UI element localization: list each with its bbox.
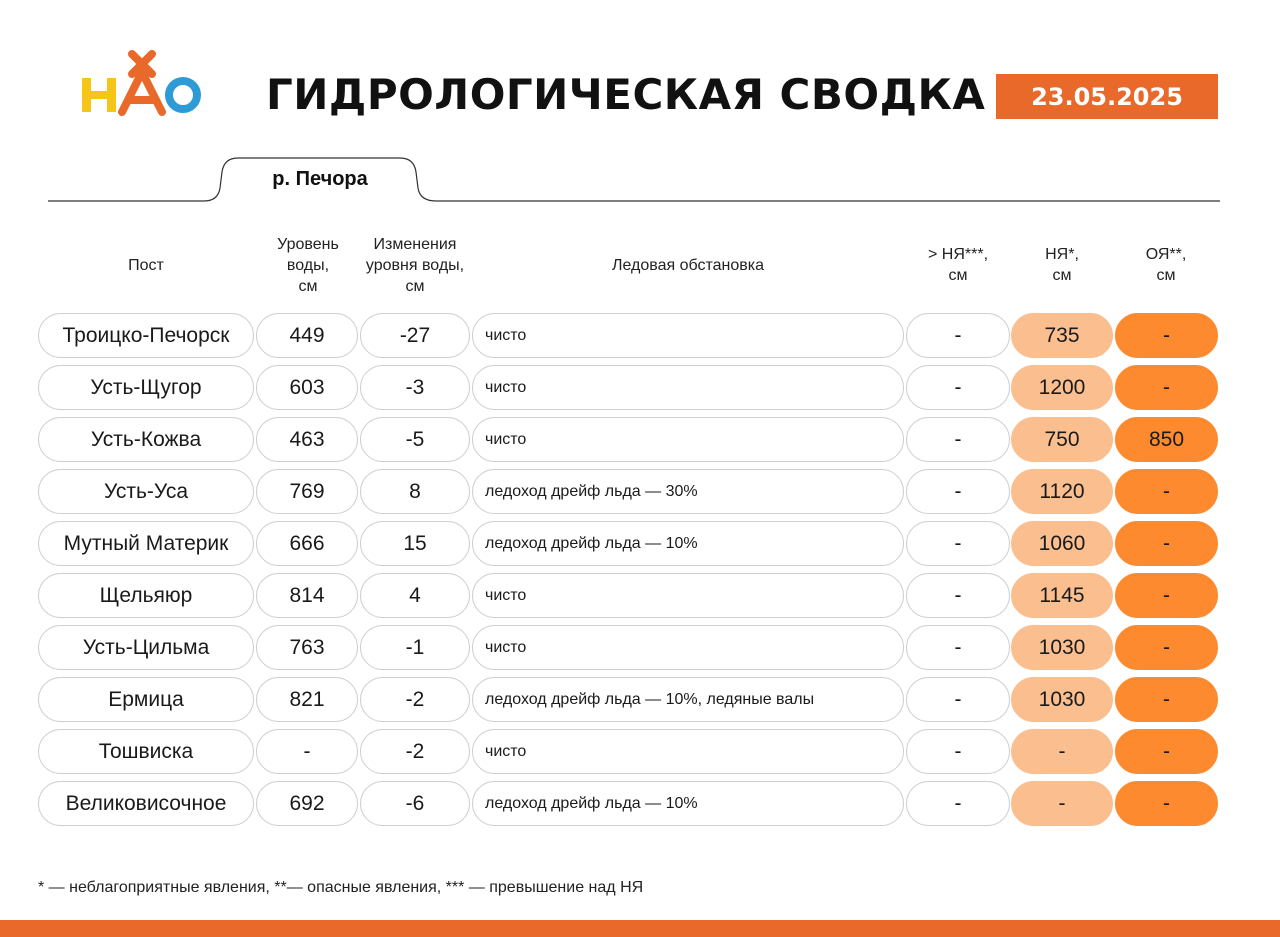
cell-level: - <box>256 729 358 774</box>
cell-change: 15 <box>360 521 470 566</box>
cell-over-ny: - <box>906 469 1010 514</box>
cell-over-ny: - <box>906 365 1010 410</box>
cell-post: Усть-Щугор <box>38 365 254 410</box>
cell-over-ny: - <box>906 417 1010 462</box>
cell-ny: 750 <box>1011 417 1113 462</box>
cell-over-ny: - <box>906 625 1010 670</box>
header-change: Изменения уровня воды, см <box>365 236 465 295</box>
cell-post: Ермица <box>38 677 254 722</box>
cell-post: Тошвиска <box>38 729 254 774</box>
cell-ny: 1030 <box>1011 677 1113 722</box>
cell-post: Усть-Уса <box>38 469 254 514</box>
cell-ny: 1120 <box>1011 469 1113 514</box>
cell-oy: 850 <box>1115 417 1218 462</box>
logo-letter-n <box>82 78 116 112</box>
cell-over-ny: - <box>906 521 1010 566</box>
cell-level: 666 <box>256 521 358 566</box>
cell-ny: 1200 <box>1011 365 1113 410</box>
cell-oy: - <box>1115 625 1218 670</box>
cell-over-ny: - <box>906 677 1010 722</box>
cell-ice: чисто <box>472 313 904 358</box>
cell-ny: - <box>1011 729 1113 774</box>
logo-letter-o <box>165 77 201 113</box>
cell-change: -2 <box>360 677 470 722</box>
nao-logo <box>82 50 201 116</box>
cell-ice: чисто <box>472 625 904 670</box>
cell-oy: - <box>1115 365 1218 410</box>
cell-over-ny: - <box>906 781 1010 826</box>
cell-change: -1 <box>360 625 470 670</box>
cell-ice: ледоход дрейф льда — 30% <box>472 469 904 514</box>
cell-oy: - <box>1115 781 1218 826</box>
cell-level: 769 <box>256 469 358 514</box>
bottom-accent-bar <box>0 920 1280 937</box>
header-oy: ОЯ**, см <box>1145 246 1187 284</box>
cell-oy: - <box>1115 469 1218 514</box>
cell-change: -5 <box>360 417 470 462</box>
cell-ice: ледоход дрейф льда — 10% <box>472 521 904 566</box>
cell-change: 8 <box>360 469 470 514</box>
cell-level: 814 <box>256 573 358 618</box>
cell-change: -2 <box>360 729 470 774</box>
cell-ny: - <box>1011 781 1113 826</box>
cell-change: 4 <box>360 573 470 618</box>
cell-ice: чисто <box>472 417 904 462</box>
cell-ice: ледоход дрейф льда — 10% <box>472 781 904 826</box>
header-over-ny: > НЯ***, см <box>927 246 989 284</box>
tab-river-pechora[interactable]: р. Печора <box>272 168 368 190</box>
cell-ny: 1060 <box>1011 521 1113 566</box>
cell-level: 449 <box>256 313 358 358</box>
cell-level: 821 <box>256 677 358 722</box>
cell-post: Усть-Кожва <box>38 417 254 462</box>
cell-oy: - <box>1115 521 1218 566</box>
cell-level: 603 <box>256 365 358 410</box>
cell-ice: чисто <box>472 729 904 774</box>
cell-over-ny: - <box>906 729 1010 774</box>
cell-level: 763 <box>256 625 358 670</box>
cell-level: 463 <box>256 417 358 462</box>
cell-post: Великовисочное <box>38 781 254 826</box>
cell-change: -27 <box>360 313 470 358</box>
cell-ny: 1030 <box>1011 625 1113 670</box>
footnote: * — неблагоприятные явления, **— опасные… <box>38 879 644 896</box>
header-post: Пост <box>128 257 164 274</box>
cell-level: 692 <box>256 781 358 826</box>
cell-over-ny: - <box>906 313 1010 358</box>
cell-oy: - <box>1115 729 1218 774</box>
cell-post: Щельяюр <box>38 573 254 618</box>
cell-change: -6 <box>360 781 470 826</box>
logo-letter-a <box>118 50 166 116</box>
cell-oy: - <box>1115 573 1218 618</box>
cell-oy: - <box>1115 313 1218 358</box>
cell-post: Мутный Материк <box>38 521 254 566</box>
cell-change: -3 <box>360 365 470 410</box>
cell-ny: 735 <box>1011 313 1113 358</box>
header-ny: НЯ*, см <box>1045 246 1079 284</box>
cell-ice: чисто <box>472 365 904 410</box>
cell-ny: 1145 <box>1011 573 1113 618</box>
header-ice: Ледовая обстановка <box>611 257 765 274</box>
header-level: Уровень воды, см <box>277 236 339 295</box>
cell-ice: ледоход дрейф льда — 10%, ледяные валы <box>472 677 904 722</box>
cell-oy: - <box>1115 677 1218 722</box>
date-badge: 23.05.2025 <box>996 74 1218 119</box>
cell-post: Троицко-Печорск <box>38 313 254 358</box>
river-tab-outline <box>48 157 1220 202</box>
page-title: ГИДРОЛОГИЧЕСКАЯ СВОДКА <box>266 70 986 119</box>
cell-ice: чисто <box>472 573 904 618</box>
cell-over-ny: - <box>906 573 1010 618</box>
cell-post: Усть-Цильма <box>38 625 254 670</box>
